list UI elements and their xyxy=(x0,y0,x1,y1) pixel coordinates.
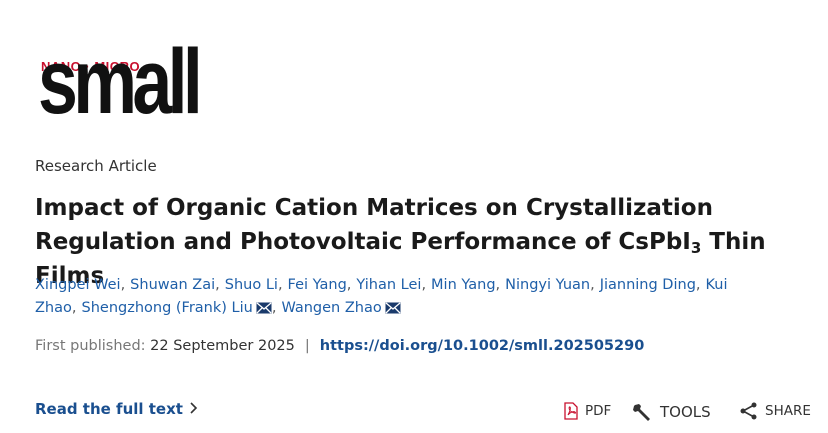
title-subscript: 3 xyxy=(690,239,702,257)
author-name[interactable]: Yihan Lei xyxy=(356,277,422,293)
email-icon[interactable] xyxy=(385,302,401,314)
article-type: Research Article xyxy=(35,157,157,175)
author-name[interactable]: Jianning Ding xyxy=(599,277,696,293)
author-name[interactable]: Ningyi Yuan xyxy=(505,277,591,293)
divider: | xyxy=(304,338,310,354)
tools-label: TOOLS xyxy=(660,403,711,421)
journal-tagline: NANO · MICRO xyxy=(41,59,141,74)
author-separator: , xyxy=(215,277,220,293)
author-name[interactable]: Shuwan Zai xyxy=(130,277,216,293)
author-name[interactable]: Wangen Zhao xyxy=(281,300,382,316)
publication-info: First published: 22 September 2025 | https… xyxy=(35,338,644,354)
tools-button[interactable]: TOOLS xyxy=(632,402,711,422)
share-label: SHARE xyxy=(765,403,811,419)
chevron-icon xyxy=(190,402,198,414)
author-separator: , xyxy=(120,277,126,293)
author-separator: , xyxy=(421,277,427,293)
author-separator: , xyxy=(346,277,352,293)
author-separator: , xyxy=(271,300,277,316)
pdf-label: PDF xyxy=(585,403,612,419)
read-label: Read the full text xyxy=(35,400,183,418)
published-label: First published: xyxy=(35,338,146,354)
author-separator: , xyxy=(71,300,77,316)
author-separator: , xyxy=(495,277,501,293)
author-name[interactable]: Fei Yang xyxy=(287,277,347,293)
email-icon[interactable] xyxy=(256,302,272,314)
author-name[interactable]: Shuo Li xyxy=(224,277,278,293)
share-button[interactable]: SHARE xyxy=(739,402,811,420)
author-separator: , xyxy=(277,277,283,293)
journal-name[interactable]: small xyxy=(38,31,203,133)
author-name[interactable]: Xingpei Wei xyxy=(35,277,121,293)
author-list: Xingpei Wei, Shuwan Zai, Shuo Li, Fei Yang,… xyxy=(35,274,795,320)
share-icon xyxy=(740,402,757,420)
author-name[interactable]: Shengzhong (Frank) Liu xyxy=(81,300,253,316)
author-name[interactable]: Min Yang xyxy=(431,277,496,293)
pdf-button[interactable]: PDF xyxy=(563,402,611,420)
article-title: Impact of Organic Cation Matrices on Cry… xyxy=(35,191,810,293)
author-separator: , xyxy=(590,277,595,293)
pdf-icon xyxy=(564,402,578,420)
author-name[interactable]: Kui Zhao xyxy=(35,277,728,316)
tools-icon xyxy=(633,404,650,421)
author-separator: , xyxy=(695,277,701,293)
title-text: Impact of Organic Cation Matrices on Cry… xyxy=(35,195,713,255)
title-tail: Thin Films xyxy=(35,229,766,289)
published-date: 22 September 2025 xyxy=(150,338,295,354)
read-full-text[interactable]: Read the full text xyxy=(35,400,198,418)
doi-link[interactable]: https://doi.org/10.1002/smll.202505290 xyxy=(319,338,645,354)
